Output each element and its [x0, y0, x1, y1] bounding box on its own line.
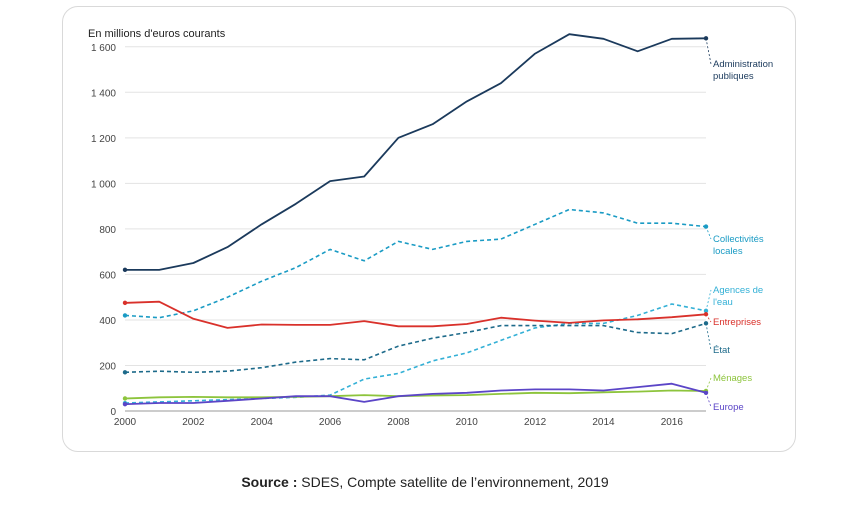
source-note: Source : SDES, Compte satellite de l’env… [0, 474, 850, 490]
series-label: l'eau [713, 297, 733, 308]
x-tick-label: 2016 [661, 417, 684, 428]
series-line-6 [124, 382, 707, 406]
gridlines [125, 46, 706, 412]
series-line-0 [125, 33, 707, 271]
series-label-leader [705, 314, 712, 323]
series-start-point [122, 401, 128, 407]
series-label: Administration [713, 59, 773, 70]
y-tick-label: 400 [99, 316, 116, 327]
series-label: publiques [713, 71, 754, 82]
x-tick-label: 2014 [592, 417, 615, 428]
x-tick-label: 2008 [387, 417, 410, 428]
series-start-point [122, 396, 128, 401]
y-unit-label: En millions d'euros courants [88, 28, 226, 40]
y-axis-ticks: 0 200 400 600 800 1 000 1 200 1 400 1 600 [91, 43, 116, 418]
series-label: Collectivités [713, 234, 764, 245]
series-line-2 [124, 303, 707, 404]
series-label-leader [705, 38, 712, 65]
series-lines [122, 33, 709, 407]
series-label: Ménages [713, 373, 752, 384]
y-tick-label: 600 [99, 270, 116, 281]
series-start-point [122, 267, 128, 273]
series-label-leader [705, 289, 712, 311]
x-tick-label: 2012 [524, 417, 547, 428]
series-label: locales [713, 246, 743, 257]
series-line-3 [124, 300, 707, 329]
series-label: Europe [713, 402, 744, 413]
y-tick-label: 1 200 [91, 134, 116, 145]
series-label: Entreprises [713, 317, 761, 328]
series-line-1 [124, 208, 707, 319]
x-tick-label: 2000 [114, 417, 137, 428]
source-label: Source : [241, 474, 298, 490]
series-end-point [703, 390, 709, 395]
x-tick-label: 2004 [251, 417, 274, 428]
series-label-leader [705, 323, 712, 351]
x-tick-label: 2010 [456, 417, 479, 428]
y-tick-label: 1 000 [91, 179, 116, 190]
y-tick-label: 0 [110, 407, 116, 418]
x-tick-label: 2002 [182, 417, 205, 428]
x-tick-label: 2006 [319, 417, 342, 428]
series-start-point [122, 300, 128, 306]
line-chart: En millions d'euros courants 0 200 400 600 8… [88, 28, 773, 428]
series-label: Agences de [713, 285, 763, 296]
source-text: SDES, Compte satellite de l’environnemen… [297, 474, 609, 490]
y-tick-label: 1 600 [91, 43, 116, 54]
series-label: État [713, 345, 730, 356]
series-label-leader [705, 392, 712, 408]
series-start-point [122, 370, 128, 375]
series-start-point [122, 313, 128, 318]
y-tick-label: 200 [99, 361, 116, 372]
y-tick-label: 800 [99, 225, 116, 236]
x-axis-ticks: 2000 2002 2004 2006 2008 2010 2012 2014 2016 [114, 417, 684, 428]
series-line-4 [124, 322, 707, 374]
y-tick-label: 1 400 [91, 88, 116, 99]
